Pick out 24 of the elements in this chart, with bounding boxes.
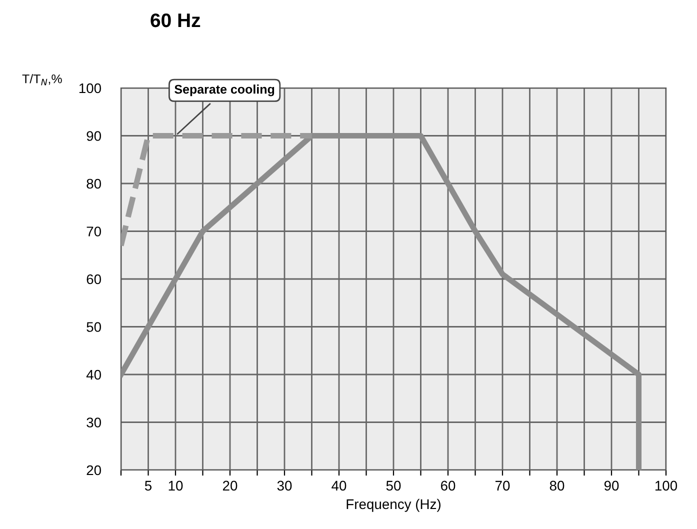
x-tick-label: 30 bbox=[277, 480, 292, 491]
y-tick-label: 50 bbox=[86, 322, 102, 332]
y-tick-label: 80 bbox=[86, 178, 102, 189]
y-tick-label: 90 bbox=[86, 131, 102, 141]
x-tick-label: 100 bbox=[655, 480, 678, 491]
x-tick-label: 20 bbox=[222, 480, 238, 491]
y-tick-label: 60 bbox=[86, 274, 102, 284]
y-axis-title: T/T$_{N}$,% bbox=[22, 74, 62, 86]
chart-title: 60 Hz bbox=[150, 13, 200, 28]
y-tick-label: 30 bbox=[86, 418, 102, 428]
y-tick-label: 20 bbox=[86, 465, 102, 476]
x-tick-label: 10 bbox=[168, 480, 183, 491]
x-tick-label: 80 bbox=[550, 480, 564, 491]
x-tick-label: 90 bbox=[604, 480, 619, 491]
y-tick-label: 70 bbox=[86, 226, 102, 236]
y-tick-label: 40 bbox=[86, 370, 102, 380]
annotation: Separate cooling bbox=[174, 84, 274, 96]
x-axis-title: Frequency (Hz) bbox=[346, 498, 440, 512]
x-tick-label: 40 bbox=[332, 480, 346, 491]
x-tick-label: 70 bbox=[495, 480, 510, 491]
y-tick-label: 100 bbox=[79, 83, 102, 94]
x-tick-label: 50 bbox=[386, 480, 401, 491]
x-tick-label: 60 bbox=[440, 480, 456, 491]
x-tick-label: 5 bbox=[144, 480, 152, 491]
